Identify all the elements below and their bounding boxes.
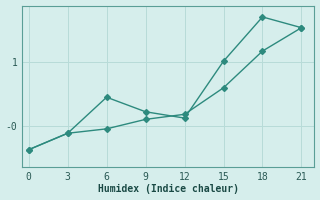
X-axis label: Humidex (Indice chaleur): Humidex (Indice chaleur) — [98, 184, 239, 194]
